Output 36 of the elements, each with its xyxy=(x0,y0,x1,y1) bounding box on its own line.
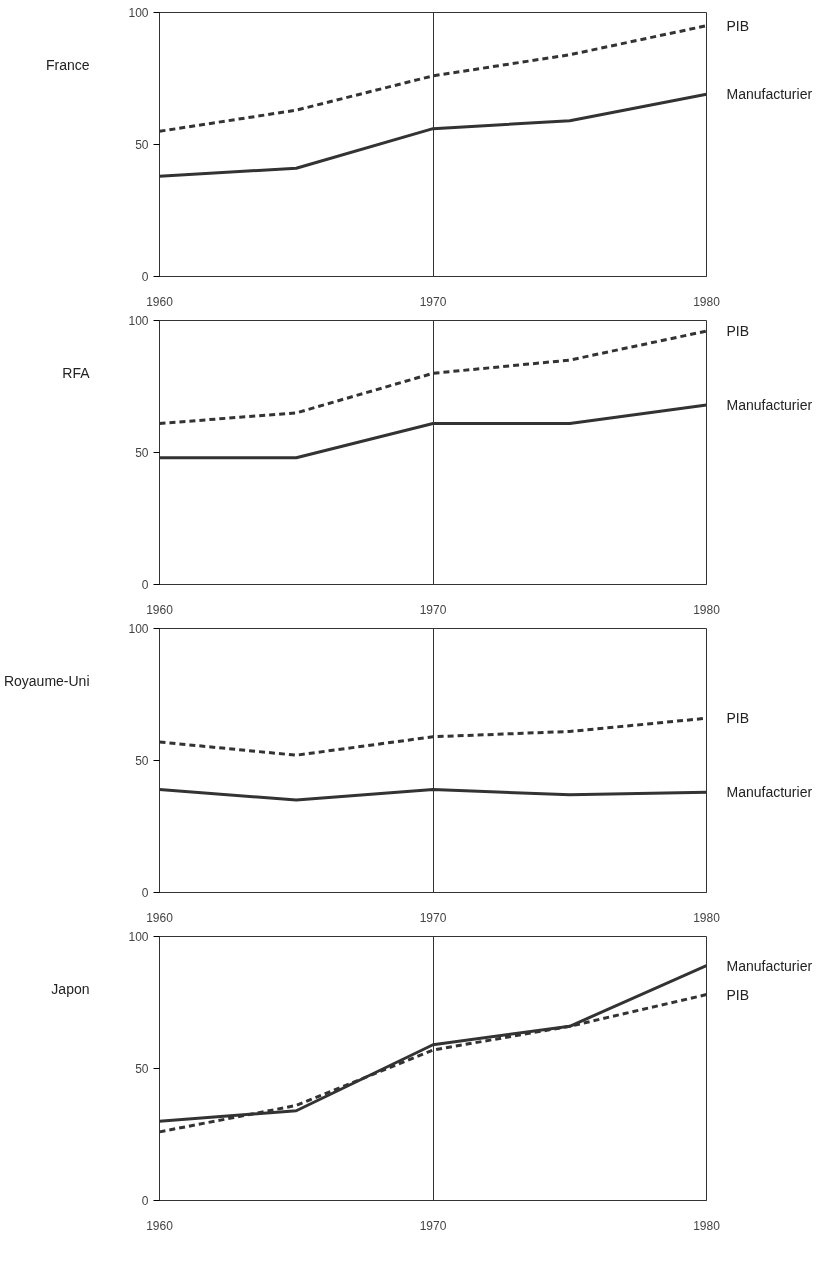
text: Japon xyxy=(51,981,90,998)
series-label: PIB xyxy=(726,986,750,1003)
x-tick-label: 1980 xyxy=(693,294,721,309)
text: France xyxy=(45,57,90,74)
y-tick-label: 100 xyxy=(128,930,149,944)
y-tick-label: 50 xyxy=(135,446,149,460)
series-label: Manufacturier xyxy=(726,784,813,801)
y-tick-label: 0 xyxy=(141,578,149,592)
series-label: PIB xyxy=(726,710,750,727)
x-tick-label: 1960 xyxy=(146,294,174,309)
x-tick-label: 1960 xyxy=(146,910,174,925)
y-tick-label: 50 xyxy=(135,138,149,152)
y-tick-label: 50 xyxy=(135,754,149,768)
x-tick-label: 1960 xyxy=(146,1218,174,1233)
y-tick-label: 100 xyxy=(128,314,149,328)
y-tick-label: 100 xyxy=(128,622,149,636)
x-tick-label: 1970 xyxy=(419,294,447,309)
x-tick-label: 1970 xyxy=(419,1218,447,1233)
series-label: PIB xyxy=(726,323,750,340)
series-label: Manufacturier xyxy=(726,957,813,974)
text: Royaume-Uni xyxy=(3,673,90,690)
y-tick-label: 0 xyxy=(141,1194,149,1208)
y-tick-label: 0 xyxy=(141,270,149,284)
y-tick-label: 0 xyxy=(141,886,149,900)
y-tick-label: 50 xyxy=(135,1062,149,1076)
series-label: PIB xyxy=(726,17,750,34)
x-tick-label: 1970 xyxy=(419,910,447,925)
text: RFA xyxy=(62,365,91,382)
x-tick-label: 1960 xyxy=(146,602,174,617)
x-tick-label: 1970 xyxy=(419,602,447,617)
x-tick-label: 1980 xyxy=(693,602,721,617)
x-tick-label: 1980 xyxy=(693,1218,721,1233)
series-label: Manufacturier xyxy=(726,86,813,103)
x-tick-label: 1980 xyxy=(693,910,721,925)
series-label: Manufacturier xyxy=(726,396,813,413)
y-tick-label: 100 xyxy=(128,6,149,20)
